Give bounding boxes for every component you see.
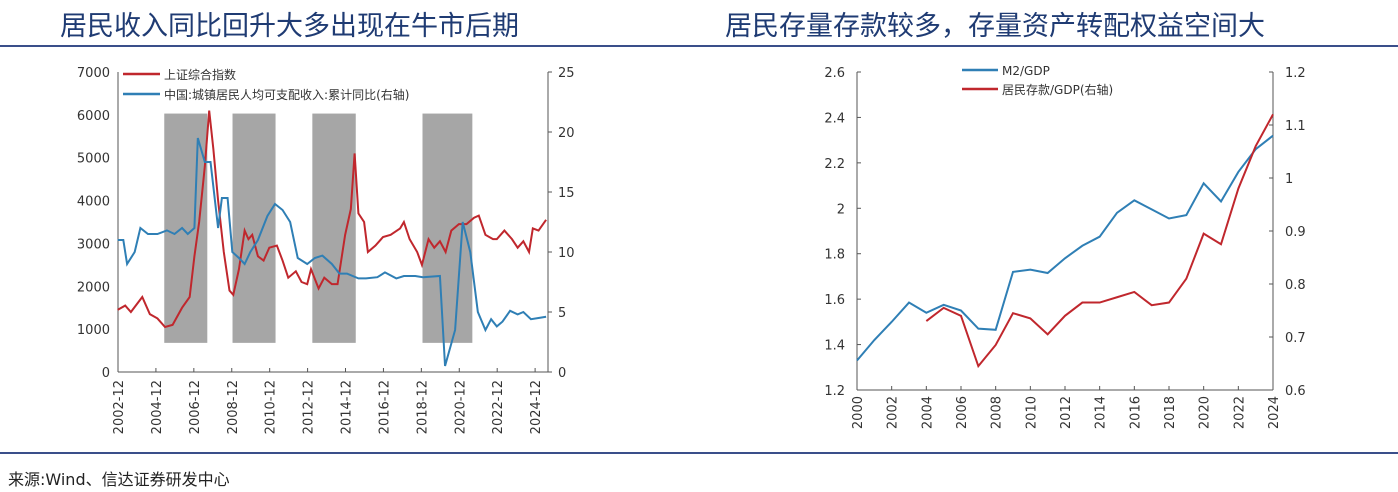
x-tick-label: 2022-12: [491, 380, 506, 434]
x-tick-label: 2006: [955, 396, 970, 429]
x-tick-label: 2012: [1059, 396, 1074, 429]
x-tick-label: 2016: [1128, 396, 1143, 429]
y2-tick-label: 1.2: [1285, 66, 1306, 81]
x-tick-label: 2018: [1163, 396, 1178, 429]
x-tick-label: 2000: [851, 396, 866, 429]
x-tick-label: 2008: [990, 396, 1005, 429]
y2-tick-label: 5: [558, 306, 566, 321]
y-tick-label: 2.6: [824, 66, 845, 81]
x-tick-label: 2004-12: [150, 380, 165, 434]
y-tick-label: 2000: [77, 280, 110, 295]
series-line-0: [117, 110, 547, 329]
legend-label: M2/GDP: [1002, 64, 1050, 78]
legend-label: 上证综合指数: [164, 67, 236, 82]
x-tick-label: 2024-12: [529, 380, 544, 434]
x-tick-label: 2014: [1094, 396, 1109, 429]
x-tick-label: 2006-12: [188, 380, 203, 434]
y-tick-label: 5000: [77, 152, 110, 167]
shaded-period: [164, 113, 208, 343]
x-tick-label: 2002-12: [112, 380, 127, 434]
y2-tick-label: 0.7: [1285, 331, 1306, 346]
y-tick-label: 2.4: [824, 111, 845, 126]
shaded-period: [232, 113, 276, 343]
y2-tick-label: 0: [558, 366, 566, 381]
bottom-divider: [0, 452, 1398, 454]
x-tick-label: 2004: [920, 396, 935, 429]
y-tick-label: 2.2: [824, 157, 845, 172]
y2-tick-label: 10: [558, 246, 575, 261]
x-tick-label: 2002: [886, 396, 901, 429]
y-tick-label: 1.6: [824, 293, 845, 308]
y-tick-label: 7000: [77, 66, 110, 81]
right-chart-title: 居民存量存款较多，存量资产转配权益空间大: [725, 11, 1265, 42]
y2-tick-label: 20: [558, 126, 575, 141]
x-tick-label: 2020: [1198, 396, 1213, 429]
y-tick-label: 1.8: [824, 248, 845, 263]
y-tick-label: 0: [102, 366, 110, 381]
y2-tick-label: 1: [1285, 172, 1293, 187]
legend-label: 居民存款/GDP(右轴): [1002, 82, 1113, 97]
x-tick-label: 2024: [1267, 396, 1282, 429]
y2-tick-label: 0.9: [1285, 225, 1306, 240]
y-tick-label: 3000: [77, 237, 110, 252]
charts-canvas: 0 1000 2000 3000 4000 5000 6000 7000 0 5 10 15 20 25 2…: [77, 64, 1306, 434]
legend-label: 中国:城镇居民人均可支配收入:累计同比(右轴): [164, 87, 409, 102]
x-tick-label: 2010-12: [264, 380, 279, 434]
x-tick-label: 2008-12: [226, 380, 241, 434]
shaded-period: [312, 113, 356, 343]
y2-tick-label: 0.8: [1285, 278, 1306, 293]
top-divider: [0, 45, 1398, 47]
y2-tick-label: 0.6: [1285, 384, 1306, 399]
y-tick-label: 2: [837, 202, 845, 217]
series-line-1: [117, 137, 547, 367]
series-line-1: [925, 113, 1274, 369]
y-tick-label: 1.2: [824, 384, 845, 399]
series-line-0: [856, 134, 1274, 362]
x-tick-label: 2020-12: [453, 380, 468, 434]
y-tick-label: 1.4: [824, 339, 845, 354]
x-tick-label: 2010: [1024, 396, 1039, 429]
y2-tick-label: 1.1: [1285, 119, 1306, 134]
left-chart-title: 居民收入同比回升大多出现在牛市后期: [60, 11, 519, 42]
y-tick-label: 4000: [77, 195, 110, 210]
x-tick-label: 2012-12: [302, 380, 317, 434]
y-tick-label: 6000: [77, 109, 110, 124]
y-tick-label: 1000: [77, 323, 110, 338]
y2-tick-label: 15: [558, 186, 575, 201]
x-tick-label: 2022: [1232, 396, 1247, 429]
y2-tick-label: 25: [558, 66, 575, 81]
x-tick-label: 2018-12: [415, 380, 430, 434]
source-note: 来源:Wind、信达证券研发中心: [8, 470, 230, 489]
x-tick-label: 2014-12: [340, 380, 355, 434]
x-tick-label: 2016-12: [377, 380, 392, 434]
